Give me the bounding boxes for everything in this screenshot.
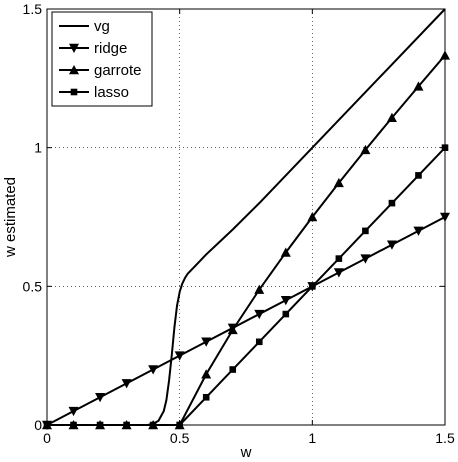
data-point-lasso: [362, 227, 369, 235]
data-point-ridge: [148, 365, 159, 375]
data-point-ridge: [254, 309, 265, 320]
x-axis-label: w: [240, 444, 252, 461]
data-point-lasso: [309, 283, 316, 290]
data-point-garrote: [280, 247, 291, 257]
legend-item-vg: vg: [59, 18, 110, 35]
data-point-garrote: [360, 144, 371, 155]
series-line-vg: [47, 8, 446, 426]
data-point-lasso: [415, 172, 422, 179]
legend-marker: [69, 65, 79, 75]
series-line-ridge: [46, 216, 446, 426]
plot-frame: [46, 8, 446, 426]
x-tick-label: 1.5: [435, 430, 455, 446]
legend-label: ridge: [94, 40, 127, 57]
data-point-garrote: [307, 212, 318, 222]
data-point-ridge: [360, 254, 371, 264]
data-point-garrote: [201, 369, 212, 379]
series-vg: [47, 8, 446, 426]
data-point-ridge: [174, 351, 185, 361]
y-tick-label: 0: [34, 417, 42, 433]
legend-item-garrote: garrote: [59, 62, 142, 79]
data-point-garrote: [254, 284, 265, 294]
legend: vg ridge garrote lasso: [51, 11, 153, 107]
ticks: 0 0.5 1 1.5 0 0.5 1 1.5: [23, 1, 455, 446]
data-point-lasso: [282, 310, 290, 318]
data-point-lasso: [229, 366, 237, 373]
data-point-lasso: [388, 199, 396, 207]
y-axis-label: w estimated: [2, 177, 19, 258]
y-tick-label: 1: [34, 140, 42, 156]
legend-label: garrote: [94, 62, 142, 79]
y-tick-label: 1.5: [23, 1, 43, 17]
data-point-ridge: [121, 379, 132, 389]
x-tick-label: 1: [308, 430, 316, 446]
data-point-lasso: [335, 255, 343, 262]
data-point-garrote: [386, 112, 397, 122]
data-point-ridge: [333, 268, 344, 278]
legend-marker: [69, 43, 79, 53]
legend-item-ridge: ridge: [59, 40, 127, 57]
legend-label: lasso: [94, 84, 129, 101]
legend-item-lasso: lasso: [59, 84, 129, 101]
data-point-lasso: [255, 338, 263, 346]
data-point-ridge: [386, 240, 397, 250]
y-tick-label: 0.5: [23, 278, 43, 294]
legend-box: [51, 11, 153, 107]
legend-label: vg: [94, 18, 110, 35]
data-point-ridge: [413, 226, 424, 236]
x-tick-label: 0.5: [170, 430, 190, 446]
data-point-garrote: [333, 177, 344, 188]
data-point-ridge: [201, 337, 212, 347]
data-point-ridge: [68, 406, 79, 417]
series-ridge: [42, 212, 450, 430]
x-tick-label: 0: [43, 430, 51, 446]
data-point-lasso: [202, 393, 210, 401]
data-point-ridge: [280, 295, 291, 306]
data-point-garrote: [227, 324, 238, 335]
legend-marker: [70, 88, 78, 96]
data-point-garrote: [413, 81, 424, 91]
data-point-ridge: [95, 393, 106, 403]
